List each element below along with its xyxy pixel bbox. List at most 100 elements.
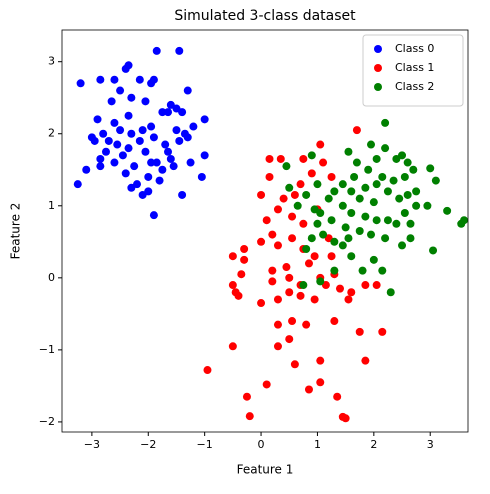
point xyxy=(406,219,415,228)
y-tick-label: 2 xyxy=(48,127,55,140)
point xyxy=(372,281,381,290)
point xyxy=(395,194,404,203)
point xyxy=(319,230,328,239)
point xyxy=(389,176,398,185)
point xyxy=(319,158,328,167)
point xyxy=(372,154,381,163)
point xyxy=(344,147,353,156)
point xyxy=(400,208,409,217)
point xyxy=(313,219,322,228)
point xyxy=(138,126,147,135)
point xyxy=(403,158,412,167)
point xyxy=(383,187,392,196)
point xyxy=(228,342,237,351)
point xyxy=(330,237,339,246)
point xyxy=(347,187,356,196)
point xyxy=(383,216,392,225)
point xyxy=(110,118,119,127)
point xyxy=(338,180,347,189)
point xyxy=(290,360,299,369)
point xyxy=(178,190,187,199)
point xyxy=(429,246,438,255)
point xyxy=(130,162,139,171)
point xyxy=(352,158,361,167)
point xyxy=(333,392,342,401)
point xyxy=(200,115,209,124)
legend-box xyxy=(362,34,464,107)
point xyxy=(149,211,158,220)
point xyxy=(330,266,339,275)
point xyxy=(341,414,350,423)
point xyxy=(307,169,316,178)
point xyxy=(316,277,325,286)
point xyxy=(228,252,237,261)
point xyxy=(228,281,237,290)
point xyxy=(293,201,302,210)
point xyxy=(285,288,294,297)
legend-marker xyxy=(374,45,382,53)
point xyxy=(141,97,150,106)
point xyxy=(164,108,173,117)
point xyxy=(398,241,407,250)
point xyxy=(279,194,288,203)
point xyxy=(183,86,192,95)
point xyxy=(257,299,266,308)
point xyxy=(369,198,378,207)
point xyxy=(302,190,311,199)
legend-label: Class 2 xyxy=(395,80,434,93)
point xyxy=(96,154,105,163)
point xyxy=(93,115,102,124)
x-tick-label: 1 xyxy=(314,438,321,451)
point xyxy=(310,295,319,304)
point xyxy=(147,79,156,88)
point xyxy=(350,172,359,181)
point xyxy=(141,147,150,156)
point xyxy=(316,356,325,365)
point xyxy=(299,154,308,163)
point xyxy=(127,129,136,138)
point xyxy=(158,165,167,174)
x-tick-label: −1 xyxy=(197,438,213,451)
point xyxy=(330,317,339,326)
point xyxy=(381,144,390,153)
point xyxy=(344,295,353,304)
point xyxy=(110,158,119,167)
point xyxy=(431,176,440,185)
point xyxy=(338,241,347,250)
point xyxy=(152,158,161,167)
y-tick-label: 0 xyxy=(48,271,55,284)
point xyxy=(327,172,336,181)
point xyxy=(152,46,161,55)
point xyxy=(296,291,305,300)
point xyxy=(113,140,122,149)
point xyxy=(335,284,344,293)
point xyxy=(265,172,274,181)
point xyxy=(124,144,133,153)
point xyxy=(403,190,412,199)
point xyxy=(203,366,212,375)
point xyxy=(313,180,322,189)
y-tick-label: 3 xyxy=(48,55,55,68)
point xyxy=(299,281,308,290)
point xyxy=(355,194,364,203)
point xyxy=(299,219,308,228)
point xyxy=(265,154,274,163)
point xyxy=(347,252,356,261)
point xyxy=(116,126,125,135)
point xyxy=(369,255,378,264)
point xyxy=(367,140,376,149)
point xyxy=(76,79,85,88)
point xyxy=(240,245,249,254)
point xyxy=(302,245,311,254)
point xyxy=(101,147,110,156)
point xyxy=(288,234,297,243)
point xyxy=(127,183,136,192)
point xyxy=(158,108,167,117)
point xyxy=(338,201,347,210)
point xyxy=(330,187,339,196)
point xyxy=(90,136,99,145)
point xyxy=(169,162,178,171)
point xyxy=(175,136,184,145)
legend-label: Class 0 xyxy=(395,42,434,55)
